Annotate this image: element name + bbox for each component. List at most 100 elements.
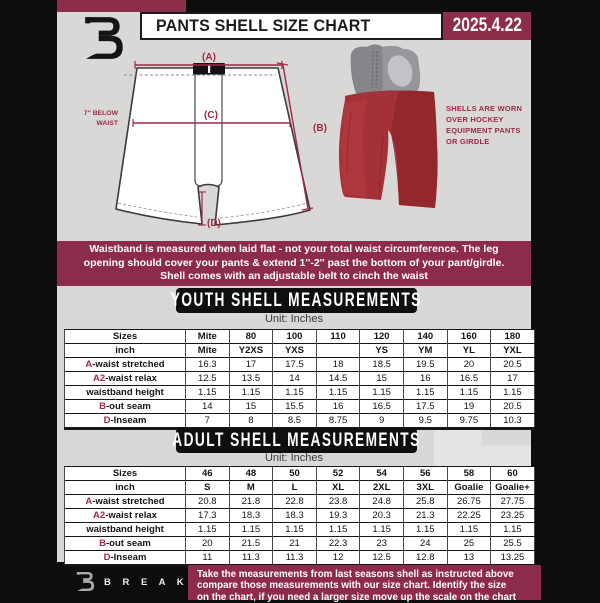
table-cell: 1.15 [446, 522, 491, 537]
table-row: Sizes Mite 80 100 110 120 140 160 180 [64, 329, 535, 344]
footer-brand-icon [76, 571, 95, 592]
table-cell: Y2XS [228, 343, 273, 358]
unit-label-youth: Unit: Inches [264, 313, 324, 325]
label-c: (C) [204, 110, 218, 121]
table-cell: 8.75 [315, 413, 360, 429]
table-cell: YS [359, 343, 404, 358]
table-row: waistband height 1.15 1.15 1.15 1.15 1.15 1.15… [64, 522, 535, 537]
table-cell: 48 [228, 466, 273, 481]
row-label: inch [64, 343, 186, 358]
adult-section-heading: ADULT SHELL MEASUREMENTS [172, 428, 419, 453]
table-cell: YXL [490, 343, 535, 358]
table-cell: 27.75 [490, 494, 535, 509]
table-cell: 23 [359, 536, 404, 551]
table-cell: 19.3 [315, 508, 360, 523]
table-cell: 14 [272, 371, 317, 386]
table-cell: 1.15 [490, 385, 535, 400]
table-cell: 16.5 [359, 399, 404, 414]
table-cell: YL [446, 343, 491, 358]
table-cell: 16.3 [185, 357, 230, 372]
table-cell: 21.3 [402, 508, 448, 523]
table-cell: 25 [446, 536, 491, 551]
table-cell: 110 [315, 329, 360, 344]
shell-note: SHELLS ARE WORN OVER HOCKEY EQUIPMENT PA… [446, 103, 534, 147]
panel-line-right [215, 68, 223, 188]
table-cell: 10.3 [490, 413, 535, 429]
table-cell: 3XL [402, 480, 448, 495]
table-cell: 16.5 [446, 371, 491, 386]
table-cell: 56 [402, 466, 448, 481]
table-cell: 20.3 [359, 508, 404, 523]
title-box: PANTS SHELL SIZE CHART [140, 12, 443, 40]
table-cell: 160 [446, 329, 491, 344]
measure-b-tick-bottom [301, 207, 314, 211]
shell-crease [346, 111, 384, 193]
table-cell: 15.5 [272, 399, 317, 414]
row-label-prefix: A2 [93, 373, 106, 384]
pants-outline [115, 67, 311, 226]
table-cell: 11.3 [228, 550, 273, 566]
label-a: (A) [202, 52, 216, 63]
table-cell: 26.75 [446, 494, 491, 509]
table-cell: 1.15 [315, 385, 360, 400]
table-cell: 1.15 [185, 385, 230, 400]
shell-highlight [341, 100, 367, 197]
shell-note-line: OVER HOCKEY [446, 115, 504, 124]
table-cell: 22.3 [315, 536, 360, 551]
label-b: (B) [313, 123, 327, 134]
table-cell: 17.5 [272, 357, 317, 372]
table-cell: 50 [272, 466, 317, 481]
row-label-prefix: A [85, 496, 93, 507]
table-cell: 1.15 [446, 385, 491, 400]
table-cell: YM [402, 343, 448, 358]
table-cell: 20 [446, 357, 491, 372]
table-cell: 20 [185, 536, 230, 551]
row-label-prefix: D [103, 415, 111, 426]
footer-note-line: on the chart, if you need a larger size … [197, 591, 517, 603]
table-cell: 1.15 [490, 522, 535, 537]
table-cell: 15 [359, 371, 404, 386]
table-cell: 14 [185, 399, 230, 414]
table-cell: 23.25 [490, 508, 535, 523]
table-row: D-Inseam 7 8 8.5 8.75 9 9.5 9.75 10.3 [64, 413, 535, 429]
table-row: B-out seam 20 21.5 21 22.3 23 24 25 25.5 [64, 536, 535, 551]
table-cell: 13.25 [490, 550, 535, 566]
footer-note-line: Take the measurements from last seasons … [197, 569, 514, 580]
table-row: A2-waist relax 17.3 18.3 18.3 19.3 20.3 21.3 22… [64, 508, 535, 523]
table-cell: 120 [359, 329, 404, 344]
table-cell: 1.15 [272, 385, 317, 400]
table-cell: 23.8 [315, 494, 360, 509]
table-cell: YXS [272, 343, 317, 358]
table-cell: 11 [185, 550, 230, 566]
table-cell: 1.15 [402, 522, 448, 537]
table-cell: 18.3 [272, 508, 317, 523]
row-label: B-out seam [64, 399, 186, 414]
row-label-prefix: A2 [93, 510, 106, 521]
table-cell: 17.3 [185, 508, 230, 523]
row-label: waistband height [64, 385, 186, 400]
footer-brand: B R E A K A W A Y [104, 577, 263, 588]
brand-logo-icon [85, 17, 123, 59]
girdle-pad [387, 55, 413, 87]
table-cell: 12 [315, 550, 360, 566]
shell-photo [339, 44, 438, 208]
table-cell: 13 [446, 550, 491, 566]
date-text: 2025.4.22 [452, 15, 522, 36]
table-cell: 22.8 [272, 494, 317, 509]
table-cell: 24 [402, 536, 448, 551]
info-banner: Waistband is measured when laid flat - n… [57, 241, 531, 286]
table-row: A-waist stretched 16.3 17 17.5 18 18.5 19.5 20 2… [64, 357, 535, 372]
table-cell: 8 [228, 413, 273, 429]
table-cell: 19 [446, 399, 491, 414]
table-cell: 9.75 [446, 413, 491, 429]
table-cell: 15 [228, 399, 273, 414]
panel-line-left [194, 68, 202, 188]
table-cell: 9.5 [402, 413, 448, 429]
table-cell: 1.15 [359, 522, 404, 537]
table-cell: 25.5 [490, 536, 535, 551]
table-cell: 17 [490, 371, 535, 386]
table-cell: 58 [446, 466, 491, 481]
table-cell: 7 [185, 413, 230, 429]
belt-buckle-gap [208, 65, 211, 73]
table-cell: 12.5 [359, 550, 404, 566]
